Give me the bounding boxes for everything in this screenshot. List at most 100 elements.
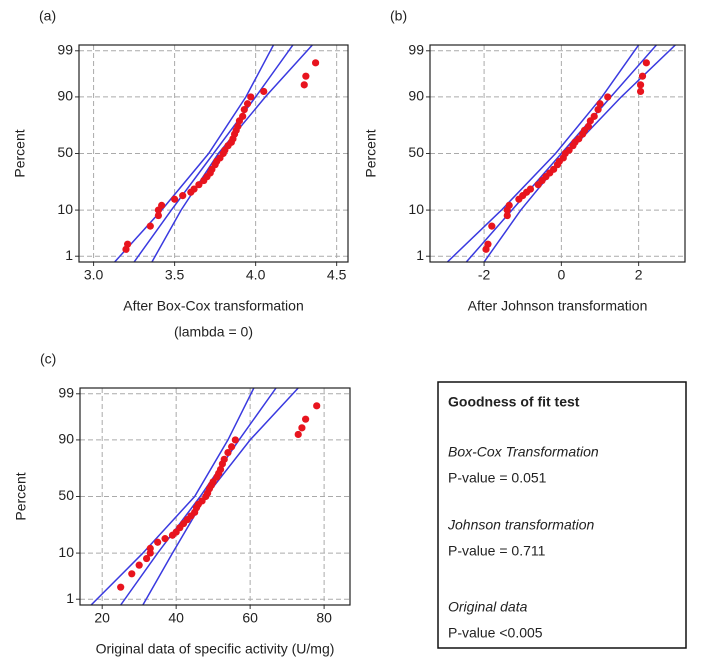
- data-point: [195, 181, 203, 189]
- x-tick-label: 4.5: [327, 267, 347, 283]
- plot-frame: [429, 44, 686, 263]
- x-axis-label: After Box-Cox transformation: [123, 298, 304, 314]
- y-tick-label: 1: [66, 590, 74, 606]
- p-value: P-value = 0.051: [448, 470, 547, 486]
- box-frame: [437, 381, 687, 649]
- data-point: [642, 59, 650, 67]
- data-point: [247, 93, 255, 101]
- data-point: [154, 538, 162, 546]
- data-point: [594, 105, 602, 114]
- data-point: [302, 72, 310, 80]
- data-point: [636, 81, 645, 89]
- box-title: Goodness of fit test: [448, 394, 580, 410]
- x-axis-label: Original data of specific activity (U/mg…: [96, 641, 335, 657]
- data-point: [484, 240, 492, 248]
- data-point: [146, 222, 154, 230]
- y-tick-label: 10: [58, 544, 74, 560]
- x-tick-label: 0: [557, 267, 565, 283]
- data-point: [158, 201, 166, 209]
- data-point: [575, 135, 583, 143]
- method: Box-Cox Transformation: [448, 444, 599, 460]
- data-point: [636, 87, 645, 96]
- y-tick-label: 90: [408, 88, 424, 104]
- y-tick-label: 99: [408, 41, 424, 57]
- data-point: [240, 105, 248, 114]
- data-point: [298, 424, 306, 432]
- data-point: [117, 583, 125, 591]
- plot-frame: [78, 44, 349, 263]
- data-point: [505, 201, 513, 209]
- data-point: [313, 402, 321, 410]
- y-tick-label: 50: [408, 144, 424, 160]
- data-point: [231, 436, 239, 444]
- data-point: [300, 81, 308, 89]
- data-point: [488, 222, 496, 230]
- y-tick-label: 90: [58, 431, 74, 447]
- goodness-box: Goodness of fit test Box-Cox Transformat…: [437, 381, 687, 649]
- x-tick-label: -2: [478, 267, 491, 283]
- panel: (b) Percent After Johnson transformation 1 1…: [363, 8, 686, 314]
- data-point: [243, 100, 252, 108]
- method: Original data: [448, 599, 528, 615]
- plot-area: [114, 45, 320, 262]
- plot-area: [90, 388, 321, 605]
- y-tick-label: 1: [416, 247, 424, 263]
- p-value: P-value = 0.711: [448, 543, 546, 559]
- fit-line: [446, 45, 640, 262]
- y-tick-label: 10: [408, 201, 424, 217]
- data-point: [228, 443, 236, 451]
- data-point: [224, 448, 232, 457]
- method: Johnson transformation: [447, 517, 595, 533]
- data-point: [503, 211, 511, 220]
- panel-label: (c): [40, 351, 56, 367]
- y-axis-label: Percent: [363, 129, 379, 177]
- panel-label: (a): [39, 8, 56, 24]
- x-tick-label: 80: [316, 610, 332, 626]
- plot-frame: [79, 387, 351, 606]
- data-point: [161, 535, 169, 543]
- x-axis-label: (lambda = 0): [174, 324, 253, 340]
- x-tick-label: 3.5: [165, 267, 185, 283]
- data-point: [146, 544, 154, 552]
- x-axis-label: After Johnson transformation: [468, 298, 648, 314]
- data-point: [179, 192, 187, 200]
- data-point: [124, 240, 132, 248]
- data-point: [239, 112, 247, 120]
- fit-line: [151, 45, 313, 262]
- panel-label: (b): [390, 8, 407, 24]
- plot-area: [446, 45, 676, 262]
- data-point: [584, 122, 593, 131]
- data-point: [311, 59, 320, 67]
- data-point: [216, 465, 225, 474]
- data-point: [154, 211, 163, 220]
- panel: (c) Percent Original data of specific acti…: [13, 351, 351, 657]
- fit-line: [133, 45, 294, 262]
- x-tick-label: 4.0: [246, 267, 266, 283]
- data-point: [590, 112, 598, 120]
- fit-line: [90, 388, 255, 605]
- y-tick-label: 1: [65, 247, 73, 263]
- data-point: [128, 570, 136, 578]
- data-point: [142, 554, 151, 563]
- y-tick-label: 10: [57, 201, 73, 217]
- y-tick-label: 50: [57, 144, 73, 160]
- data-point: [526, 185, 535, 193]
- y-tick-label: 99: [58, 384, 74, 400]
- x-tick-label: 40: [168, 610, 184, 626]
- y-tick-label: 90: [57, 88, 73, 104]
- y-axis-label: Percent: [13, 472, 29, 520]
- data-point: [302, 415, 310, 423]
- data-point: [234, 122, 242, 131]
- data-point: [638, 72, 647, 80]
- x-tick-label: 2: [635, 267, 643, 283]
- p-value: P-value <0.005: [448, 625, 543, 641]
- data-point: [190, 185, 198, 193]
- x-tick-label: 60: [242, 610, 258, 626]
- y-tick-label: 50: [58, 487, 74, 503]
- panel: (a) Percent After Box-Cox transformation (l…: [12, 8, 349, 340]
- data-point: [294, 430, 302, 439]
- fit-line: [465, 45, 657, 262]
- data-point: [220, 455, 228, 463]
- y-axis-label: Percent: [12, 129, 28, 177]
- data-point: [171, 195, 179, 203]
